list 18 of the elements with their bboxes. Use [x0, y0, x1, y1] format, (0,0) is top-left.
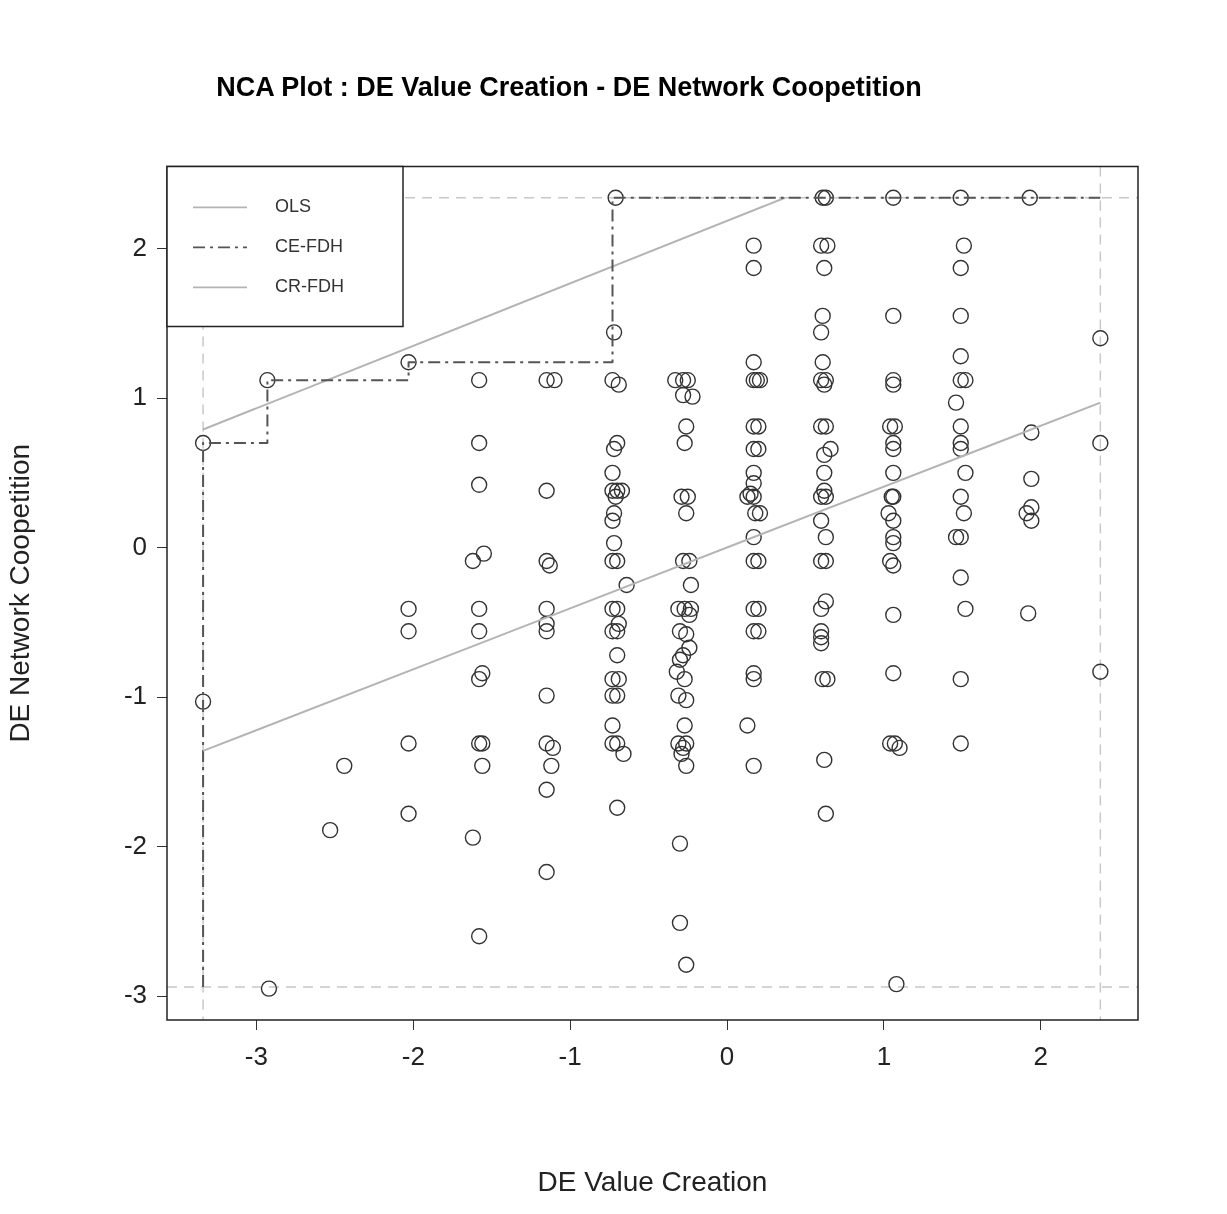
y-tick-label: -3: [123, 979, 147, 1010]
y-tick-label: -2: [123, 829, 147, 860]
x-tick-label: 1: [876, 1040, 892, 1071]
x-tick-label: 2: [1033, 1040, 1048, 1071]
chart-title: NCA Plot : DE Value Creation - DE Network Coopetition: [216, 71, 922, 102]
y-tick-label: 2: [132, 231, 147, 262]
x-axis-title: DE Value Creation: [537, 1165, 768, 1197]
legend-label: CE-FDH: [275, 236, 343, 257]
x-tick-label: -2: [401, 1040, 425, 1071]
y-tick-label: -1: [123, 680, 147, 711]
legend-label: OLS: [275, 196, 312, 217]
y-tick-label: 0: [132, 530, 147, 561]
x-tick-label: -1: [558, 1040, 582, 1071]
y-axis-title: DE Network Coopetition: [3, 443, 35, 743]
x-tick-label: 0: [719, 1040, 735, 1071]
x-tick-label: -3: [244, 1040, 268, 1071]
y-tick-label: 1: [132, 381, 147, 412]
legend-label: CR-FDH: [275, 276, 344, 297]
